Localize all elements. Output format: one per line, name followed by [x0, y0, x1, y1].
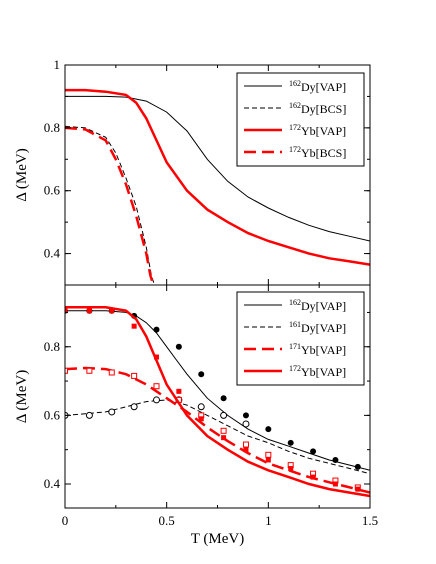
- data-point: [86, 367, 93, 374]
- y-tick-label: 0.6: [44, 183, 61, 198]
- data-point: [131, 372, 138, 379]
- y-tick-label: 0.6: [44, 407, 61, 422]
- legend-label: 172Yb[BCS]: [289, 145, 346, 160]
- legend-label: 162Dy[VAP]: [289, 79, 346, 94]
- panel-top: 0.4 0.6 0.8 1 Δ (MeV) 162Dy[VAP] 162Dy[BCS] 172…: [14, 57, 371, 286]
- x-tick-label: 1.5: [362, 513, 378, 528]
- y-axis-title: Δ (MeV): [14, 148, 30, 201]
- data-point: [332, 456, 339, 463]
- data-point: [310, 474, 316, 480]
- data-point: [109, 308, 115, 314]
- data-point: [86, 308, 92, 314]
- x-tick-label: 0.5: [159, 513, 175, 528]
- data-point: [265, 451, 272, 458]
- series-line-162-1: [65, 125, 155, 285]
- data-point: [265, 426, 272, 433]
- y-tick-label: 0.8: [44, 120, 60, 135]
- data-point: [108, 369, 115, 376]
- plot-area: [65, 88, 370, 285]
- panel-bottom: 0.4 0.6 0.8 0 0.5 1 1.5 Δ (MeV) T (MeV) 162Dy[VAP…: [14, 284, 378, 547]
- data-point: [332, 481, 338, 487]
- data-point: [242, 441, 249, 448]
- data-point: [198, 371, 205, 378]
- y-tick-label: 1: [54, 57, 61, 72]
- series-line-162-0: [65, 95, 370, 242]
- data-point: [153, 326, 160, 333]
- data-point: [85, 411, 93, 419]
- data-point: [354, 463, 361, 470]
- series-line-161-1: [65, 399, 370, 475]
- x-tick-label: 1: [265, 513, 272, 528]
- legend-label: 162Dy[VAP]: [289, 298, 346, 313]
- data-point: [220, 411, 228, 419]
- data-point: [220, 427, 227, 434]
- legend-box: [236, 72, 365, 167]
- legend-label: 172Yb[VAP]: [289, 364, 346, 379]
- data-point: [153, 383, 160, 390]
- data-point: [130, 403, 138, 411]
- series-line-172-3: [65, 306, 370, 498]
- data-point: [65, 367, 68, 374]
- data-point: [131, 323, 137, 329]
- series-line-162-0: [65, 310, 370, 471]
- data-point: [197, 403, 205, 411]
- y-tick-label: 0.8: [44, 339, 60, 354]
- data-point: [243, 447, 249, 453]
- y-axis-title: Δ (MeV): [14, 370, 30, 423]
- y-tick-label: 0.4: [44, 476, 61, 491]
- legend-box: [236, 291, 365, 386]
- legend-label: 162Dy[BCS]: [289, 101, 346, 116]
- data-point: [242, 420, 250, 428]
- data-point: [310, 448, 317, 455]
- series-line-172-3: [65, 126, 155, 285]
- legend-label: 161Dy[VAP]: [289, 320, 346, 335]
- data-point: [108, 408, 116, 416]
- data-point: [221, 435, 227, 441]
- data-point: [153, 396, 160, 404]
- x-axis-title: T (MeV): [191, 531, 244, 547]
- legend-label: 172Yb[VAP]: [289, 123, 346, 138]
- data-point: [287, 439, 294, 446]
- data-point: [65, 308, 68, 314]
- x-tick-label: 0: [62, 513, 69, 528]
- data-point: [265, 457, 271, 463]
- data-point: [242, 412, 249, 419]
- data-point: [154, 354, 159, 360]
- legend-label: 171Yb[VAP]: [289, 342, 346, 357]
- data-point: [355, 486, 361, 492]
- y-tick-label: 0.4: [44, 246, 61, 261]
- plot-area: [65, 306, 370, 498]
- data-point: [220, 395, 227, 402]
- data-point: [288, 466, 294, 472]
- data-point: [175, 343, 182, 350]
- series-line-172-2: [65, 88, 370, 266]
- series-line-171-2: [65, 366, 370, 494]
- data-point: [176, 388, 182, 394]
- data-point: [198, 416, 204, 422]
